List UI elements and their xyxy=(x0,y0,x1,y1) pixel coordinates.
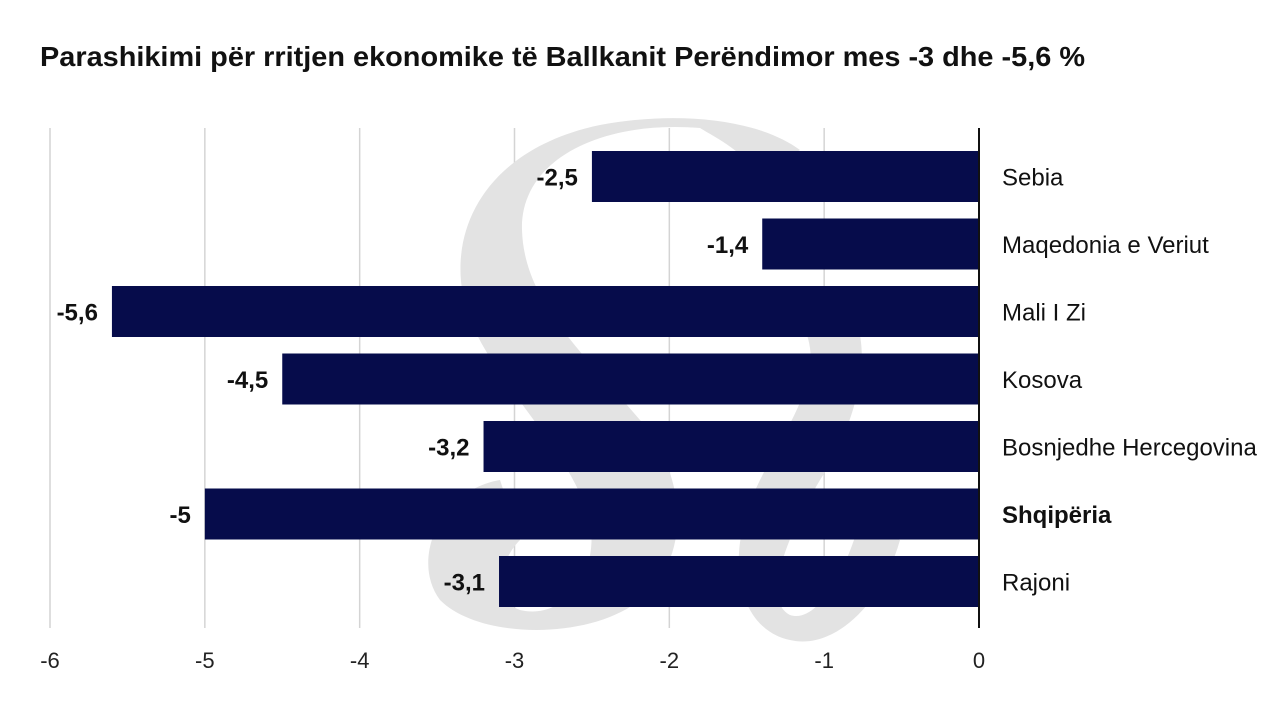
bar xyxy=(762,218,979,270)
category-labels: Sebia Maqedonia e Veriut Mali I Zi Kosova Bo… xyxy=(1002,165,1257,597)
x-tick-label: -2 xyxy=(660,648,680,673)
category-label: Mali I Zi xyxy=(1002,300,1086,327)
x-tick-label: -5 xyxy=(195,648,215,673)
bar xyxy=(483,421,979,472)
value-label: -3,1 xyxy=(444,570,485,597)
bar xyxy=(591,151,979,202)
category-label: Sebia xyxy=(1002,165,1064,192)
x-tick-label: -3 xyxy=(505,648,525,673)
value-label: -5 xyxy=(169,502,190,529)
category-label: Bosnjedhe Hercegovina xyxy=(1002,435,1257,462)
x-tick-labels: -6 -5 -4 -3 -2 -1 0 xyxy=(40,648,985,673)
value-label: -4,5 xyxy=(227,367,268,394)
value-label: -3,2 xyxy=(428,435,469,462)
bar xyxy=(499,556,979,607)
bar xyxy=(282,353,979,405)
x-tick-label: 0 xyxy=(973,648,985,673)
bar xyxy=(204,488,980,540)
value-label: -1,4 xyxy=(707,232,749,259)
x-tick-label: -1 xyxy=(814,648,834,673)
value-label: -5,6 xyxy=(57,300,98,327)
category-label: Kosova xyxy=(1002,367,1083,394)
category-label: Rajoni xyxy=(1002,570,1070,597)
value-labels: -2,5 -1,4 -5,6 -4,5 -3,2 -5 -3,1 xyxy=(57,165,749,597)
category-label: Maqedonia e Veriut xyxy=(1002,232,1209,259)
x-tick-label: -4 xyxy=(350,648,370,673)
category-label: Shqipëria xyxy=(1002,502,1112,529)
chart-title: Parashikimi për rritjen ekonomike të Bal… xyxy=(40,41,1085,72)
x-tick-label: -6 xyxy=(40,648,60,673)
bars xyxy=(111,151,980,607)
bar xyxy=(111,286,979,337)
value-label: -2,5 xyxy=(537,165,578,192)
